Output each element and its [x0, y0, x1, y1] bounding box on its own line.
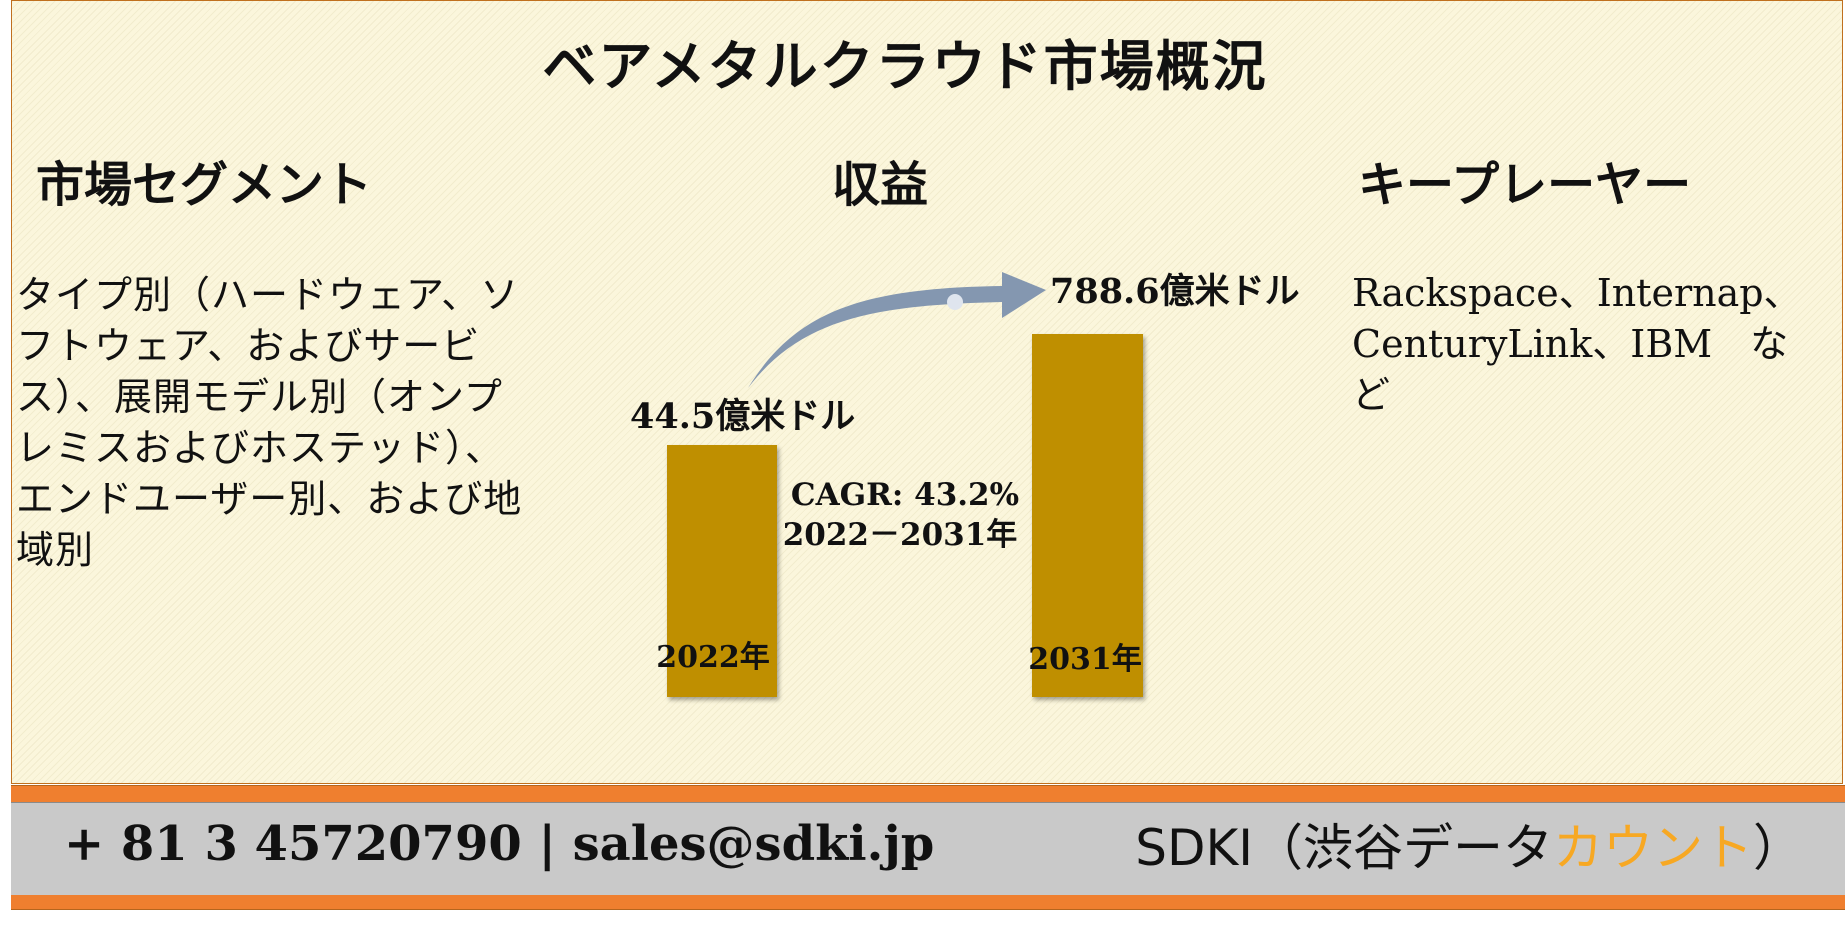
- footer-bar: [11, 802, 1845, 896]
- category-label-2031: 2031年: [1028, 642, 1142, 677]
- overview-panel: [11, 0, 1843, 784]
- contact-info: + 81 3 45720790 | sales@sdki.jp: [64, 816, 935, 872]
- segment-heading: 市場セグメント: [36, 157, 373, 213]
- cagr-label: CAGR: 43.2%: [791, 477, 1019, 513]
- players-heading: キープレーヤー: [1358, 157, 1692, 213]
- arrow-highlight-dot: [947, 294, 963, 310]
- revenue-heading: 収益: [832, 157, 929, 213]
- category-label-2022: 2022年: [656, 640, 770, 675]
- footer-top-band: [11, 785, 1845, 802]
- growth-arrow: [748, 272, 1046, 388]
- segments-text: タイプ別（ハードウェア、ソフトウェア、およびサービス）、展開モデル別（オンプレミ…: [16, 273, 523, 572]
- brand-accent: カウント: [1553, 819, 1753, 877]
- bar-value-label-2022: 44.5億米ドル: [630, 396, 855, 437]
- company-brand: SDKI（渋谷データカウント）: [1135, 808, 1803, 880]
- brand-prefix: SDKI（渋谷データ: [1135, 819, 1553, 877]
- bar-2031: [1032, 334, 1143, 697]
- players-text: Rackspace、Internap、CenturyLink、IBM など: [1352, 271, 1802, 417]
- bar-value-label-2031: 788.6億米ドル: [1050, 271, 1300, 312]
- bar-2022: [667, 445, 777, 697]
- page-title: ベアメタルクラウド市場概況: [542, 34, 1268, 98]
- brand-suffix: ）: [1753, 819, 1803, 877]
- cagr-period-label: 2022－2031年: [783, 517, 1018, 553]
- footer-bottom-band: [11, 895, 1845, 910]
